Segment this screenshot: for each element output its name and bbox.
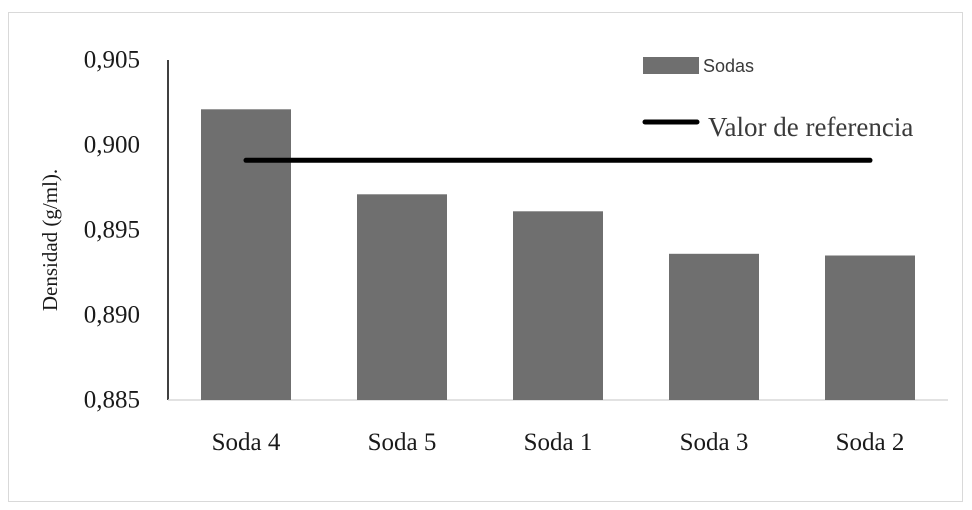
y-tick-label: 0,885 — [84, 387, 140, 414]
legend: Sodas Valor de referencia — [642, 56, 913, 142]
y-axis-title: Densidad (g/ml). — [38, 169, 62, 311]
y-tick-label: 0,895 — [84, 217, 140, 244]
y-tick-label: 0,890 — [84, 302, 140, 329]
y-tick-label: 0,905 — [84, 47, 140, 74]
category-labels: Soda 4 Soda 5 Soda 1 Soda 3 Soda 2 — [212, 429, 905, 456]
legend-label-valor-de-referencia: Valor de referencia — [708, 112, 913, 142]
bars — [201, 109, 915, 401]
y-axis: Densidad (g/ml). — [38, 60, 169, 400]
x-category-label: Soda 1 — [524, 429, 593, 456]
x-category-label: Soda 4 — [212, 429, 281, 456]
chart-frame — [8, 12, 963, 502]
bar — [357, 194, 447, 400]
bar — [201, 109, 291, 401]
bar — [669, 253, 759, 400]
legend-label-sodas: Sodas — [703, 56, 754, 76]
bar — [825, 255, 915, 400]
y-tick-labels: 0,885 0,890 0,895 0,900 0,905 — [84, 47, 140, 414]
x-category-label: Soda 3 — [680, 429, 749, 456]
x-category-label: Soda 2 — [836, 429, 905, 456]
bar — [513, 211, 603, 400]
y-tick-label: 0,900 — [84, 132, 140, 159]
legend-swatch-sodas — [643, 57, 699, 74]
x-category-label: Soda 5 — [368, 429, 437, 456]
